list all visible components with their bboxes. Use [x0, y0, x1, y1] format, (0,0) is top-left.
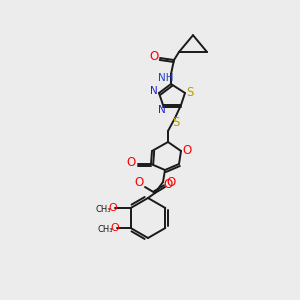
- Text: N: N: [158, 105, 166, 115]
- Text: CH₃: CH₃: [98, 224, 113, 233]
- Text: NH: NH: [158, 73, 174, 83]
- Text: O: O: [126, 157, 136, 169]
- Text: S: S: [186, 85, 194, 98]
- Text: O: O: [164, 178, 172, 190]
- Text: O: O: [167, 176, 176, 190]
- Text: O: O: [149, 50, 159, 62]
- Text: CH₃: CH₃: [96, 205, 111, 214]
- Text: O: O: [134, 176, 144, 190]
- Text: O: O: [110, 223, 119, 233]
- Text: S: S: [172, 116, 180, 128]
- Text: O: O: [182, 143, 192, 157]
- Text: N: N: [150, 86, 158, 96]
- Text: O: O: [108, 203, 117, 213]
